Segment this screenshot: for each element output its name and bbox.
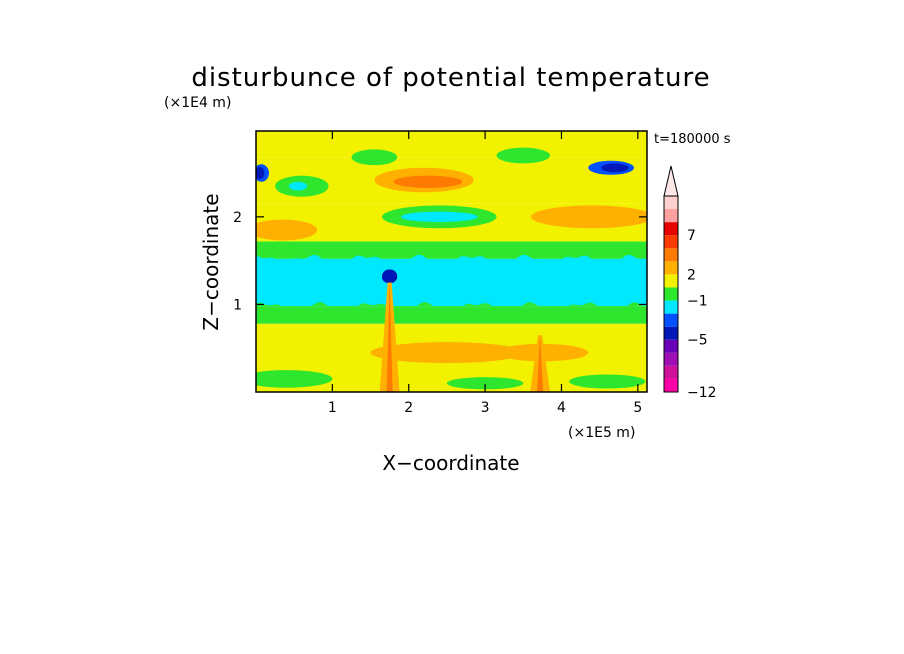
colorbar-swatch [664, 313, 678, 327]
colorbar-swatch [664, 261, 678, 275]
y-tick-label: 2 [233, 210, 242, 226]
colorbar-swatch [664, 352, 678, 366]
field-blob [370, 342, 524, 364]
colorbar-swatch [664, 222, 678, 236]
colorbar-label: −12 [687, 385, 717, 401]
x-axis: 1 2 3 4 5 [328, 131, 642, 416]
x-tick-label: 2 [404, 400, 413, 416]
field-band [256, 258, 647, 307]
x-tick-label: 1 [328, 400, 337, 416]
plot-area [256, 131, 647, 392]
field-blob [393, 175, 463, 188]
colorbar-label: −1 [687, 294, 708, 310]
convective-plume-core [537, 335, 544, 392]
colorbar-swatch [664, 274, 678, 288]
y-tick-label: 1 [233, 297, 242, 313]
colorbar-swatch [664, 287, 678, 301]
field-blob [496, 147, 551, 164]
colorbar-extend-arrow [663, 165, 679, 197]
y-axis-title: Z−coordinate [199, 193, 223, 330]
field-band [256, 306, 647, 324]
field-band [256, 241, 647, 259]
field-blob [530, 205, 647, 229]
field-contour [256, 254, 647, 263]
field-blob [382, 269, 398, 284]
colorbar-swatch [664, 209, 678, 223]
colorbar-swatch [664, 196, 678, 210]
time-label: t=180000 s [654, 132, 731, 147]
plot-frame [255, 130, 648, 393]
colorbar-swatch [664, 235, 678, 249]
colorbar-swatch [664, 326, 678, 340]
colorbar: 7 2 −1 −5 −12 [663, 165, 717, 401]
colorbar-swatch [664, 248, 678, 262]
y-axis: 12 [233, 210, 647, 313]
convective-plume-core [386, 282, 393, 392]
field-blob [256, 166, 265, 180]
field-blob [401, 211, 478, 223]
field-blob [256, 219, 318, 241]
colorbar-swatch [664, 378, 678, 392]
y-unit-label: (×1E4 m) [164, 95, 231, 111]
colorbar-label: 2 [687, 267, 696, 283]
field-blob [601, 163, 629, 173]
x-unit-label: (×1E5 m) [568, 425, 635, 441]
field-blob [351, 149, 398, 166]
colorbar-label: −5 [687, 333, 708, 349]
colorbar-swatch [664, 300, 678, 314]
chart-title: disturbunce of potential temperature [191, 63, 710, 93]
field-blob [569, 374, 646, 389]
field-band [256, 131, 647, 158]
field-blob [256, 370, 333, 388]
field-blob [288, 181, 308, 191]
colorbar-swatch [664, 365, 678, 379]
colorbar-label: 7 [687, 228, 696, 244]
x-tick-label: 3 [481, 400, 490, 416]
colorbar-frame [663, 195, 679, 393]
colorbar-swatch [664, 339, 678, 353]
x-axis-title: X−coordinate [382, 451, 519, 475]
field-blob [446, 377, 524, 390]
x-tick-label: 5 [633, 400, 642, 416]
x-tick-label: 4 [557, 400, 566, 416]
field-contour [256, 302, 647, 311]
